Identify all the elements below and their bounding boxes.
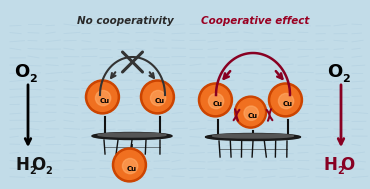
Circle shape bbox=[115, 150, 144, 179]
Circle shape bbox=[112, 148, 147, 182]
Ellipse shape bbox=[213, 134, 293, 138]
Text: 2: 2 bbox=[46, 166, 53, 176]
Circle shape bbox=[88, 82, 117, 111]
Text: 2: 2 bbox=[338, 166, 344, 176]
Text: O: O bbox=[14, 63, 30, 81]
Text: 2: 2 bbox=[30, 166, 36, 176]
Ellipse shape bbox=[205, 133, 300, 140]
Text: Cu: Cu bbox=[100, 98, 110, 104]
Text: 2: 2 bbox=[342, 74, 350, 84]
Text: H: H bbox=[323, 156, 337, 174]
Text: Cu: Cu bbox=[248, 113, 258, 119]
Circle shape bbox=[198, 83, 232, 117]
Circle shape bbox=[95, 91, 111, 106]
Circle shape bbox=[279, 93, 294, 109]
Text: O: O bbox=[31, 156, 45, 174]
Text: No cooperativity: No cooperativity bbox=[77, 16, 174, 26]
Text: Cu: Cu bbox=[283, 101, 293, 107]
Circle shape bbox=[151, 91, 166, 106]
Circle shape bbox=[201, 85, 230, 114]
Text: Cu: Cu bbox=[127, 166, 137, 172]
Circle shape bbox=[85, 80, 120, 114]
Text: Cooperative effect: Cooperative effect bbox=[201, 16, 309, 26]
Ellipse shape bbox=[92, 132, 172, 139]
Circle shape bbox=[141, 80, 174, 114]
Ellipse shape bbox=[98, 133, 166, 137]
Text: O: O bbox=[327, 63, 343, 81]
Circle shape bbox=[122, 158, 138, 174]
Text: Cu: Cu bbox=[213, 101, 223, 107]
Circle shape bbox=[269, 83, 302, 117]
Circle shape bbox=[271, 85, 300, 114]
Circle shape bbox=[143, 82, 172, 111]
Text: O: O bbox=[340, 156, 354, 174]
Text: H: H bbox=[15, 156, 29, 174]
Text: Cu: Cu bbox=[155, 98, 165, 104]
Circle shape bbox=[235, 96, 267, 128]
Text: 2: 2 bbox=[29, 74, 37, 84]
Circle shape bbox=[208, 93, 224, 109]
Circle shape bbox=[237, 98, 264, 126]
Circle shape bbox=[244, 106, 258, 120]
